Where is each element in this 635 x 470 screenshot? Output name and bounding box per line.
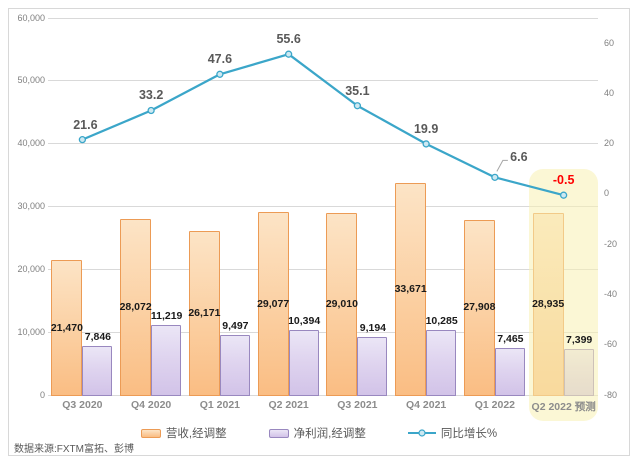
right-axis-tick-label: -40 [604,288,618,299]
profit-bar [494,348,525,396]
legend-label: 营收,经调整 [165,428,227,440]
y-axis-tick-label: 60,000 [17,12,45,23]
gridline [48,17,598,19]
legend-label: 净利润,经调整 [293,428,366,440]
forecast-highlight [529,169,598,421]
revenue-bar-value-label: 28,935 [532,298,565,311]
legend-item-growth: 同比增长% [407,425,498,441]
y-axis-tick-label: 40,000 [17,138,45,149]
revenue-bar [51,260,83,396]
y-axis-tick-label: 10,000 [17,326,45,337]
right-axis-tick-label: 0 [604,188,610,199]
profit-bar [151,324,182,396]
growth-line-chart [78,50,568,199]
profit-bar-value-label: 9,194 [359,322,387,335]
right-axis-tick-label: 20 [604,138,615,149]
profit-bar [426,330,457,396]
chart-frame: 营收,经调整 净利润,经调整 同比增长% 数据来源:FXTM富拓、彭博 0 10,00… [8,8,630,456]
profit-bar-value-label: 7,399 [565,333,593,346]
growth-point-marker [422,140,430,148]
growth-point-label: 55.6 [276,32,301,47]
x-axis-category-label: Q4 2021 [405,399,447,411]
y-axis-tick-label: 20,000 [17,263,45,274]
growth-point-label: 19.9 [413,121,439,136]
revenue-bar-value-label: 28,072 [119,300,152,313]
profit-bar [219,335,250,396]
revenue-bar-value-label: 29,077 [257,297,290,310]
profit-bar-value-label: 10,394 [288,314,321,327]
right-axis-tick-label: -60 [604,339,618,350]
revenue-bar-value-label: 21,470 [50,321,83,334]
growth-point-marker [353,102,362,110]
profit-bar-value-label: 7,846 [84,330,112,343]
revenue-bar [257,212,289,396]
growth-point-label: 6.6 [510,150,528,165]
growth-forecast-label: -0.5 [552,173,575,188]
gridline [48,143,598,145]
growth-point-label: 35.1 [345,83,370,98]
revenue-bar-value-label: 29,010 [325,297,358,310]
revenue-bar [326,212,358,396]
profit-bar-value-label: 10,285 [425,315,458,328]
legend-item-revenue: 营收,经调整 [140,425,227,441]
revenue-bar-value-label: 26,171 [188,306,221,319]
growth-point-marker [491,173,499,181]
profit-bar-value-label: 11,219 [150,309,183,322]
y-axis-tick-label: 30,000 [17,201,45,211]
source-note: 数据来源:FXTM富拓、彭博 [14,444,134,455]
x-axis-category-label: Q1 2021 [199,399,241,411]
growth-point-label: 33.2 [138,88,164,103]
chart-legend: 营收,经调整 净利润,经调整 同比增长% [9,425,629,441]
growth-point-label: 21.6 [73,117,98,132]
x-axis-category-label: Q3 2021 [337,399,378,411]
growth-point-label: 47.6 [207,52,233,67]
gridline [48,268,598,270]
gridline [48,206,598,207]
revenue-bar [395,183,427,396]
right-axis-tick-label: 60 [604,37,615,48]
profit-bar [82,345,113,396]
growth-legend-line-icon [407,429,436,437]
revenue-bar-value-label: 33,671 [394,283,427,296]
right-axis-tick-label: 40 [604,87,615,98]
revenue-legend-swatch-icon [140,428,161,438]
x-axis-category-label: Q4 2020 [130,399,172,411]
revenue-bar [463,219,495,396]
growth-line [81,53,564,197]
profit-legend-swatch-icon [268,428,289,438]
right-axis-tick-label: -20 [604,238,618,249]
profit-bar-value-label: 9,497 [222,320,249,333]
growth-point-marker [216,70,224,78]
growth-point-marker [147,106,155,115]
gridline [48,394,598,396]
x-axis-category-label: Q2 2022 预测 [531,401,596,413]
growth-point-marker [284,50,293,58]
profit-bar-value-label: 7,465 [497,333,524,346]
y-axis-tick-label: 50,000 [17,75,45,86]
callout-leader-line [496,159,508,172]
profit-bar [357,337,388,396]
growth-point-marker [559,191,568,199]
revenue-bar [120,218,152,396]
x-axis-category-label: Q3 2020 [62,399,103,411]
y-axis-tick-label: 0 [39,389,45,400]
revenue-bar [188,230,220,396]
legend-label: 同比增长% [440,428,498,440]
gridline [48,331,598,333]
x-axis-category-label: Q1 2022 [474,399,516,411]
legend-item-profit: 净利润,经调整 [268,425,366,441]
revenue-bar-value-label: 27,908 [463,301,496,314]
x-axis-category-label: Q2 2021 [268,399,309,411]
right-axis-tick-label: -80 [604,389,618,400]
growth-point-marker [78,135,87,144]
profit-bar [288,329,319,396]
